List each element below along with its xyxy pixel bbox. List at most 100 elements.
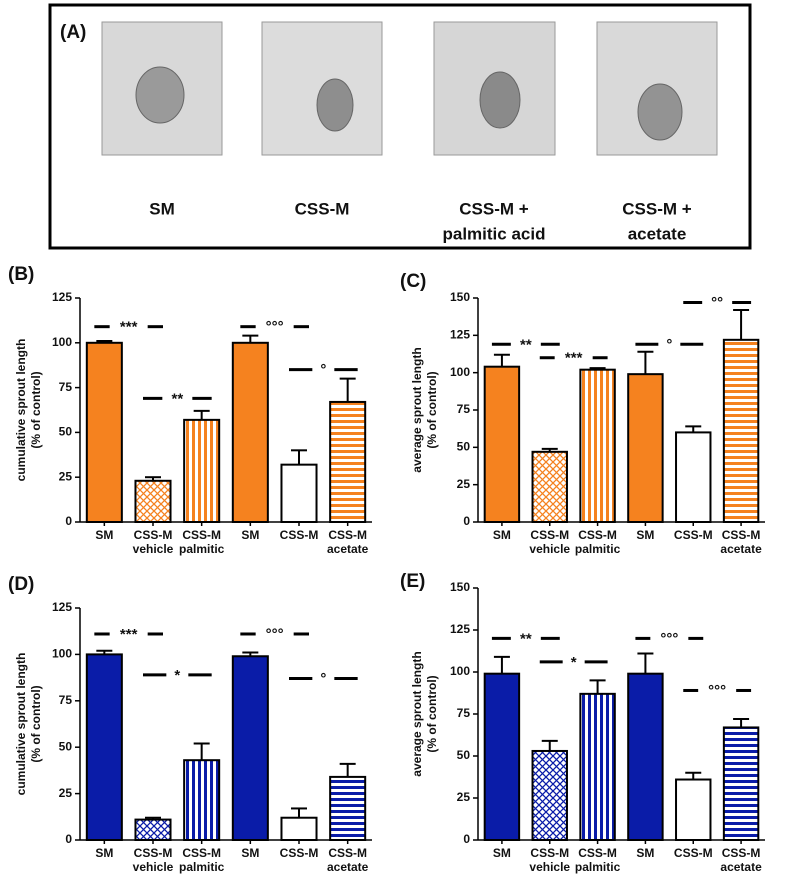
bar [85,341,123,523]
y-tick-label: 25 [457,790,471,804]
bar [329,775,367,841]
significance-label: ° [320,362,326,379]
x-tick-label: vehicle [133,860,174,874]
x-tick-label: CSS-M [578,528,617,542]
x-tick-label: vehicle [133,542,174,556]
x-tick-label: acetate [327,860,369,874]
y-tick-label: 0 [463,514,470,528]
y-axis-label: cumulative sprout length [14,653,28,796]
panel-label: (E) [400,571,425,592]
panel-label: (B) [8,264,34,285]
y-tick-label: 125 [52,290,72,304]
x-tick-label: CSS-M [280,528,319,542]
y-tick-label: 125 [52,600,72,614]
y-tick-label: 125 [450,622,470,636]
bar [329,400,367,524]
y-tick-label: 75 [59,693,73,707]
significance-label: °°° [266,319,284,336]
x-tick-label: CSS-M [182,528,221,542]
micrograph [101,21,223,156]
x-tick-label: CSS-M [134,528,173,542]
y-tick-label: 0 [463,832,470,846]
spheroid [637,83,683,141]
bar [675,431,712,523]
x-tick-label: SM [241,528,259,542]
x-tick-label: CSS-M [530,528,569,542]
x-tick-label: CSS-M [328,528,367,542]
bar [722,338,760,523]
y-tick-label: 25 [457,477,471,491]
x-tick-label: acetate [720,860,762,874]
significance-label: ** [520,336,532,353]
y-tick-label: 50 [59,425,73,439]
significance-label: ** [520,630,532,647]
bar [134,479,172,523]
x-tick-label: palmitic [179,542,225,556]
x-tick-label: SM [493,846,511,860]
y-tick-label: 75 [457,706,471,720]
bar [483,365,521,523]
bar [483,672,521,841]
x-tick-label: palmitic [575,542,621,556]
x-tick-label: vehicle [529,542,570,556]
x-tick-label: palmitic [179,860,225,874]
y-tick-label: 25 [59,469,73,483]
bar [85,653,123,842]
bar [183,418,221,523]
x-tick-label: acetate [327,542,369,556]
bar [134,818,172,841]
significance-label: * [174,667,180,684]
caption: palmitic acid [443,224,546,243]
x-tick-label: vehicle [529,860,570,874]
spheroid [135,66,185,124]
significance-label: *** [120,626,138,643]
caption: CSS-M + [459,199,529,218]
bar [531,450,568,523]
x-tick-label: SM [636,528,654,542]
x-tick-label: SM [493,528,511,542]
bar [675,778,712,842]
x-tick-label: SM [241,846,259,860]
y-tick-label: 100 [450,664,470,678]
bar [231,655,269,841]
x-tick-label: CSS-M [182,846,221,860]
panel-label: (C) [400,271,426,292]
bar [280,463,318,524]
bar [722,726,760,841]
caption: acetate [628,224,687,243]
y-axis-label: average sprout length [410,651,424,776]
x-tick-label: CSS-M [530,846,569,860]
panel-a-frame [48,3,752,250]
significance-label: °° [711,294,723,311]
spheroid [316,78,354,132]
x-tick-label: SM [95,846,113,860]
y-tick-label: 50 [457,440,471,454]
x-tick-label: CSS-M [328,846,367,860]
y-tick-label: 100 [52,335,72,349]
y-tick-label: 25 [59,786,73,800]
y-tick-label: 150 [450,580,470,594]
significance-label: *** [120,319,138,336]
caption: CSS-M + [622,199,692,218]
bar [627,672,664,841]
significance-label: ° [666,336,672,353]
y-tick-label: 100 [52,647,72,661]
y-axis-label: (% of control) [425,371,439,448]
x-tick-label: CSS-M [280,846,319,860]
bar [627,373,664,523]
x-tick-label: SM [636,846,654,860]
y-tick-label: 125 [450,328,470,342]
y-axis-label: (% of control) [29,685,43,762]
bar [531,749,568,842]
x-tick-label: CSS-M [674,846,713,860]
significance-label: ° [320,670,326,687]
bar [579,368,616,523]
x-tick-label: acetate [720,542,762,556]
x-tick-label: CSS-M [722,846,761,860]
y-axis-label: (% of control) [29,371,43,448]
x-tick-label: CSS-M [722,528,761,542]
caption: CSS-M [295,199,350,218]
y-tick-label: 150 [450,290,470,304]
y-tick-label: 100 [450,365,470,379]
